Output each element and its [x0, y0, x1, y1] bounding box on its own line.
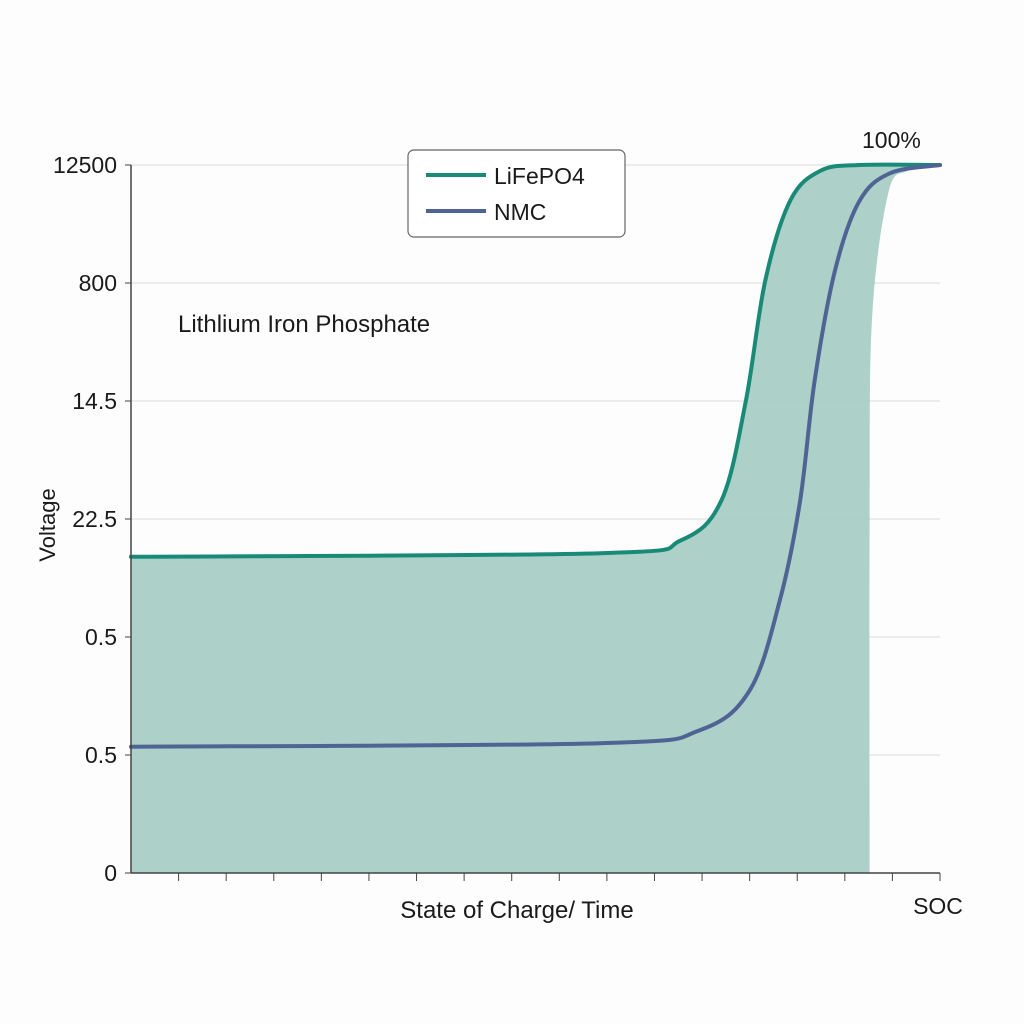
legend-box	[407, 149, 626, 238]
y-tick-label: 0.5	[85, 742, 117, 768]
legend-label-nmc: NMC	[494, 199, 546, 225]
y-tick-label: 800	[79, 270, 117, 296]
top-label: 100%	[862, 127, 921, 153]
y-axis-label: Voltage	[35, 488, 60, 561]
x-end-label: SOC	[913, 893, 963, 919]
y-tick-label: 12500	[53, 152, 117, 178]
legend-label-lifepo4: LiFePO4	[494, 163, 585, 189]
y-tick-label: 22.5	[72, 506, 117, 532]
y-tick-label: 14.5	[72, 388, 117, 414]
y-tick-label: 0.5	[85, 624, 117, 650]
y-tick-label: 0	[104, 860, 117, 886]
area-fill	[131, 164, 940, 873]
legend: LiFePO4 NMC	[407, 149, 626, 238]
x-axis-label: State of Charge/ Time	[400, 897, 633, 924]
annotation: Lithlium Iron Phosphate	[178, 311, 430, 338]
series-line-lifepo4	[129, 162, 942, 559]
series-line-nmc	[129, 163, 942, 749]
